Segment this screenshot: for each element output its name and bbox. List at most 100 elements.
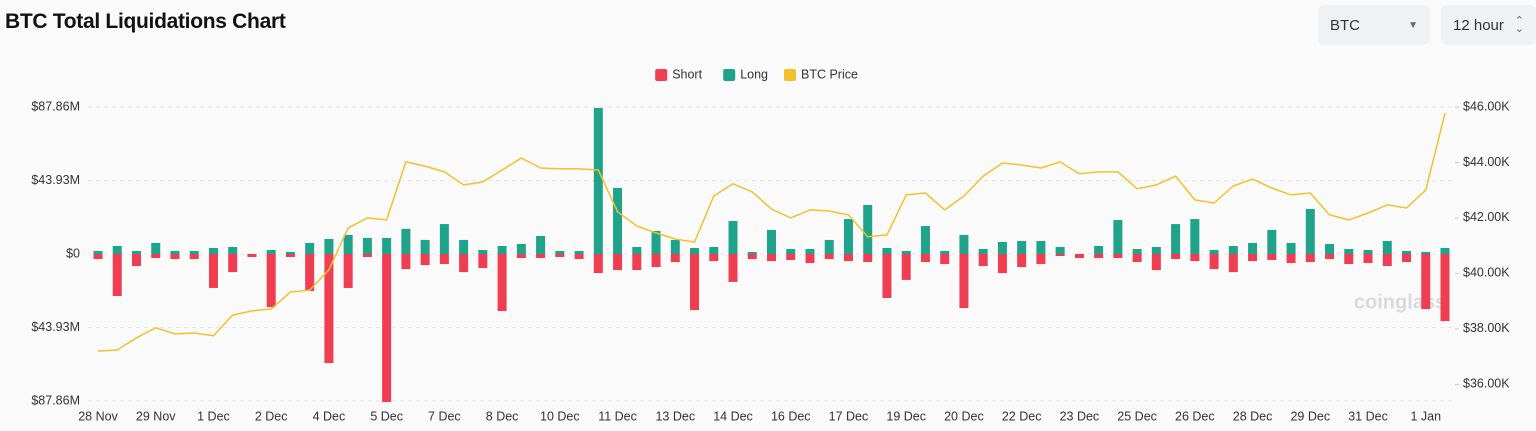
- bar: [382, 237, 392, 254]
- bar: [112, 254, 122, 296]
- y2-tick-label: $40.00K: [1463, 266, 1510, 280]
- bar: [901, 254, 911, 280]
- bar: [1344, 254, 1354, 265]
- x-tick-label: 17 Dec: [829, 409, 869, 423]
- bar: [1248, 242, 1258, 254]
- bar: [1267, 254, 1277, 261]
- bar: [266, 254, 276, 308]
- x-tick-label: 29 Dec: [1290, 409, 1330, 423]
- bar: [305, 242, 315, 254]
- y2-tick-label: $46.00K: [1463, 99, 1510, 113]
- bar: [1209, 254, 1219, 270]
- bar: [1036, 240, 1046, 254]
- x-tick-label: 5 Dec: [370, 409, 403, 423]
- bar: [747, 251, 757, 254]
- bar: [1094, 245, 1104, 254]
- bar: [786, 254, 796, 261]
- y2-tick-label: $36.00K: [1463, 377, 1510, 391]
- bar: [439, 254, 449, 265]
- bar: [574, 250, 584, 254]
- bar: [1363, 254, 1373, 264]
- x-tick-label: 2 Dec: [255, 409, 288, 423]
- bar: [786, 248, 796, 254]
- bar: [920, 226, 930, 254]
- bar: [420, 239, 430, 254]
- bar: [863, 254, 873, 263]
- legend-swatch: [655, 69, 668, 81]
- bar: [1363, 249, 1373, 254]
- bar: [1440, 247, 1450, 254]
- bar: [863, 204, 873, 254]
- x-tick-label: 22 Dec: [1002, 409, 1042, 423]
- interval-select[interactable]: 12 hour ⌃ ⌄: [1441, 5, 1536, 45]
- coin-select[interactable]: BTC ▼: [1318, 5, 1430, 45]
- bar: [651, 254, 661, 268]
- bar: [170, 250, 180, 254]
- bar: [401, 228, 411, 254]
- bar: [1113, 220, 1123, 254]
- bar: [93, 250, 103, 254]
- bar: [882, 247, 892, 254]
- bar: [920, 254, 930, 263]
- x-tick-label: 1 Jan: [1410, 409, 1441, 423]
- bar: [767, 229, 776, 254]
- bar: [978, 254, 988, 267]
- bar: [1402, 250, 1412, 254]
- bar: [228, 246, 238, 254]
- bar: [1190, 219, 1200, 254]
- bar: [651, 230, 661, 254]
- y-tick-label: $43.93M: [31, 173, 80, 187]
- bar: [1305, 254, 1315, 263]
- x-tick-label: 4 Dec: [313, 409, 346, 423]
- bar: [690, 254, 700, 311]
- bar: [632, 246, 642, 254]
- bar: [747, 254, 757, 260]
- bar: [593, 107, 603, 254]
- bar: [1151, 246, 1161, 254]
- bar: [728, 221, 738, 254]
- bar: [189, 250, 199, 254]
- y-tick-label: $87.86M: [31, 99, 80, 113]
- bar: [439, 224, 449, 254]
- bar: [516, 254, 526, 259]
- bar: [266, 249, 276, 254]
- bar: [1074, 254, 1084, 259]
- bar: [805, 248, 815, 254]
- y-tick-label: $43.93M: [31, 320, 80, 334]
- bar: [324, 254, 334, 364]
- x-tick-label: 13 Dec: [655, 409, 695, 423]
- bar: [728, 254, 738, 282]
- bar: [382, 254, 392, 403]
- x-tick-label: 19 Dec: [886, 409, 926, 423]
- bar: [1440, 254, 1450, 322]
- bar: [632, 254, 642, 271]
- x-tick-label: 11 Dec: [598, 409, 637, 423]
- bar: [1325, 243, 1335, 254]
- bar: [1036, 254, 1046, 265]
- x-tick-label: 20 Dec: [944, 409, 984, 423]
- bar: [709, 254, 719, 262]
- bar: [285, 251, 295, 254]
- x-tick-label: 16 Dec: [771, 409, 811, 423]
- bar: [1228, 254, 1238, 273]
- bar: [459, 254, 469, 273]
- bar: [93, 254, 103, 260]
- spinner: ⌃ ⌄: [1514, 15, 1524, 35]
- bar: [112, 245, 122, 254]
- bar: [824, 254, 834, 260]
- bar: [709, 246, 719, 254]
- x-tick-label: 8 Dec: [486, 409, 519, 423]
- bar: [1421, 251, 1431, 254]
- bar: [555, 254, 565, 258]
- bar: [131, 250, 141, 254]
- bar: [1017, 240, 1027, 254]
- bar: [362, 254, 372, 258]
- bar: [574, 254, 584, 260]
- price-line: [97, 112, 1446, 352]
- bar: [131, 254, 141, 267]
- bar: [401, 254, 411, 270]
- bar: [324, 238, 334, 254]
- bar: [1325, 254, 1335, 260]
- bar: [343, 254, 353, 288]
